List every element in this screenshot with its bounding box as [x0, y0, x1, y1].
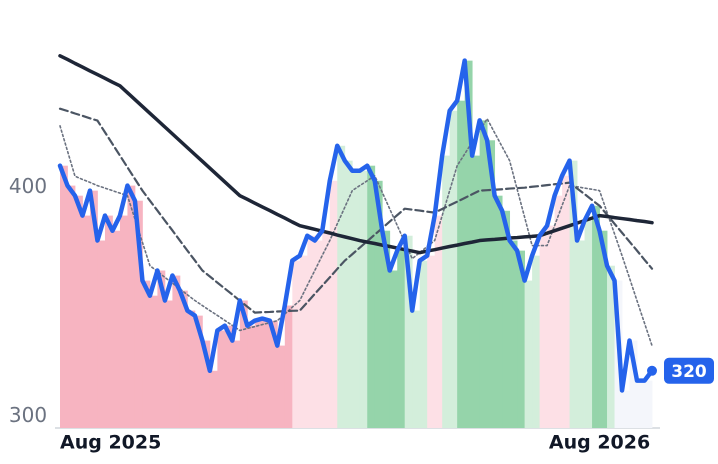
area-band [82, 215, 91, 428]
area-band [577, 240, 585, 428]
area-band [367, 165, 376, 428]
area-band [307, 235, 316, 428]
area-band [299, 255, 308, 428]
end-label: 320 [671, 362, 707, 382]
area-band [419, 260, 428, 428]
area-band [239, 300, 248, 428]
area-band [449, 110, 458, 428]
area-band [412, 310, 421, 428]
x-tick-label: Aug 2025 [60, 432, 161, 454]
area-band [209, 370, 218, 428]
area-band [487, 140, 496, 428]
end-badge [664, 357, 714, 384]
area-band [149, 295, 158, 428]
area-band [97, 240, 106, 428]
x-tick-label: Aug 2026 [549, 432, 650, 454]
area-band [329, 180, 338, 428]
area-band [509, 240, 518, 428]
area-band [562, 175, 570, 428]
area-band [232, 340, 241, 428]
area-band [359, 170, 368, 428]
area-band [254, 320, 263, 428]
area-band [434, 215, 443, 428]
y-tick-label: 400 [9, 174, 47, 198]
area-band [532, 255, 540, 428]
y-tick-label: 300 [9, 403, 47, 427]
area-band [457, 100, 466, 428]
area-band [584, 220, 593, 428]
area-band [599, 230, 608, 428]
area-band [629, 340, 638, 428]
area-band [569, 160, 578, 428]
area-band [427, 255, 436, 428]
area-band [262, 318, 271, 428]
area-band [502, 210, 511, 428]
area-band [524, 280, 533, 428]
end-dot [647, 365, 657, 376]
area-band [494, 195, 503, 428]
area-band [217, 330, 226, 428]
area-band [179, 290, 188, 428]
series-line [58, 107, 654, 314]
area-band [269, 320, 278, 428]
area-band [104, 215, 113, 428]
area-band [314, 240, 323, 428]
area-band [67, 185, 76, 428]
area-band [337, 145, 346, 428]
area-band [442, 155, 451, 428]
area-band [592, 205, 600, 428]
area-band [397, 250, 406, 428]
area-band [517, 250, 526, 428]
area-band [224, 325, 233, 428]
area-band [89, 190, 98, 428]
area-band [607, 265, 615, 428]
area-band [127, 185, 136, 428]
area-band [172, 275, 181, 428]
area-band [134, 200, 143, 428]
area-band [644, 380, 653, 428]
area-band [389, 270, 398, 428]
area-band [344, 160, 353, 428]
area-band [60, 165, 68, 428]
area-band [164, 300, 173, 428]
area-band [119, 215, 128, 428]
area-band [352, 170, 361, 428]
area-band [554, 195, 563, 428]
area-band [637, 380, 645, 428]
area-band [322, 230, 331, 428]
area-band [292, 260, 301, 428]
area-band [247, 325, 256, 428]
area-band [74, 195, 83, 428]
regime-area [60, 60, 653, 429]
area-band [157, 270, 166, 428]
area-band [374, 180, 383, 428]
area-band [277, 345, 286, 428]
area-band [404, 235, 413, 428]
area-band [202, 340, 211, 428]
area-band [622, 390, 630, 428]
series-line [58, 54, 654, 255]
area-band [112, 230, 121, 428]
series-line [57, 58, 655, 393]
area-band [284, 305, 293, 428]
area-band [142, 280, 151, 428]
area-band [547, 225, 555, 428]
area-band [382, 230, 391, 428]
area-band [472, 155, 481, 428]
area-band [187, 310, 196, 428]
area-band [539, 235, 548, 428]
area-band [479, 120, 488, 428]
area-band [194, 315, 203, 428]
